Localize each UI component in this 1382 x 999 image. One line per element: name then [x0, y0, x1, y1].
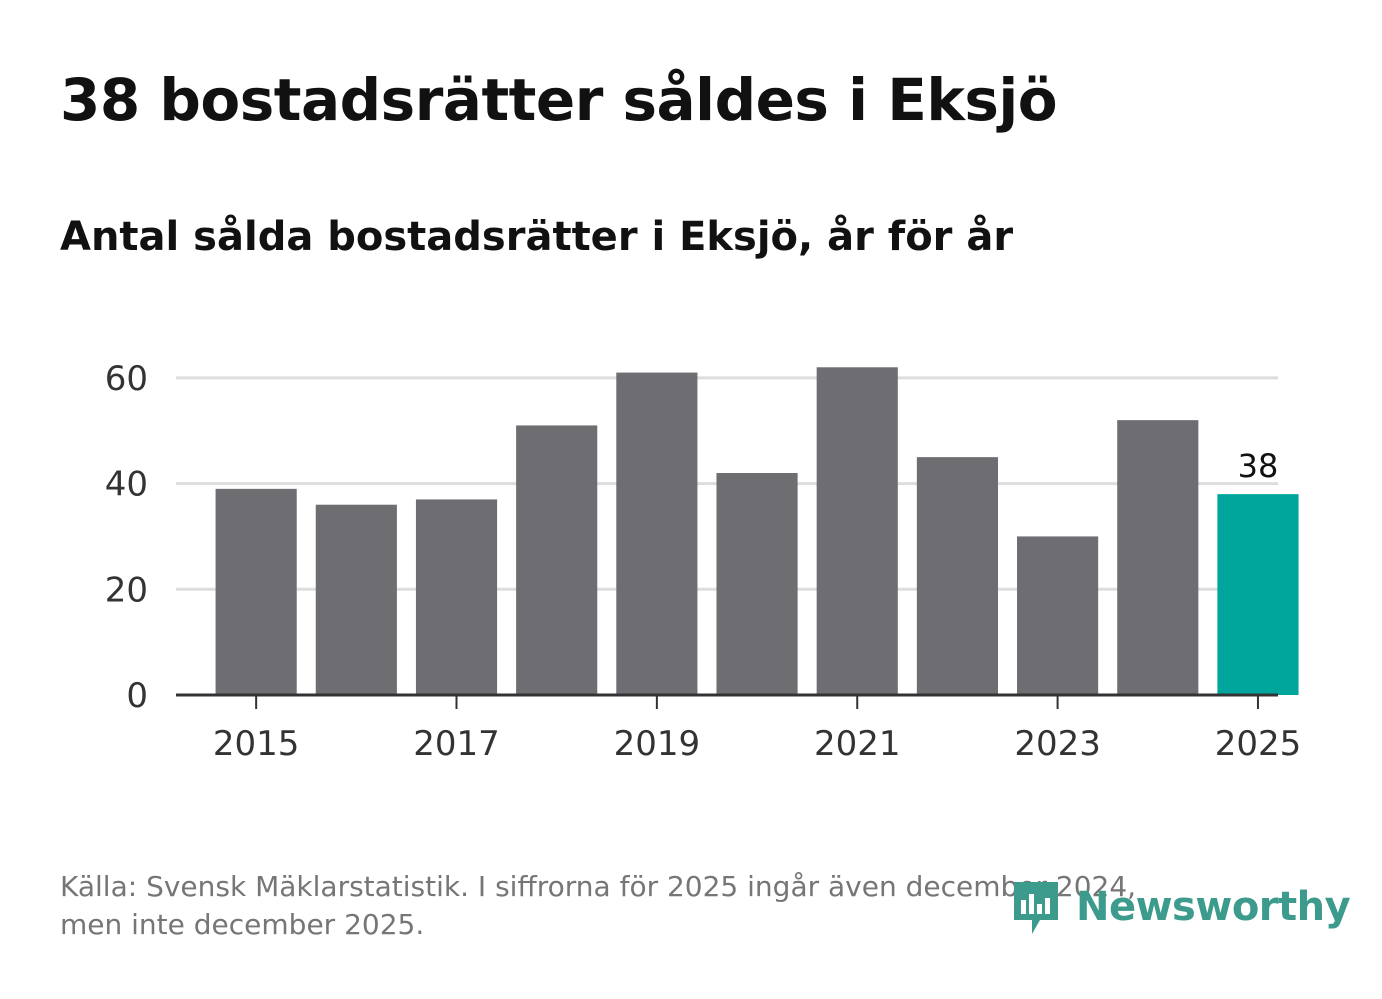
bar-2020 — [716, 473, 798, 695]
x-tick-label-2021: 2021 — [814, 724, 901, 764]
bar-2016 — [315, 504, 397, 695]
bar-2019 — [616, 372, 698, 695]
y-tick-label-20: 20 — [105, 570, 148, 610]
logo-text: Newsworthy — [1076, 884, 1351, 930]
bar-2017 — [415, 499, 498, 695]
footnote-line-1: Källa: Svensk Mäklarstatistik. I siffror… — [60, 870, 1137, 903]
x-tick-label-2019: 2019 — [614, 724, 701, 764]
y-tick-label-40: 40 — [105, 465, 148, 505]
chart-subtitle: Antal sålda bostadsrätter i Eksjö, år fö… — [60, 214, 1014, 260]
data-label-2025: 38 — [1238, 447, 1279, 485]
bar-2021 — [816, 367, 898, 695]
newsworthy-logo: Newsworthy — [1010, 876, 1351, 938]
bar-2022 — [916, 457, 998, 695]
newsworthy-logo-icon — [1014, 882, 1058, 934]
source-footnote: Källa: Svensk Mäklarstatistik. I siffror… — [60, 868, 1260, 944]
y-tick-label-60: 60 — [105, 359, 148, 399]
bar-2025 — [1217, 494, 1299, 695]
x-tick-label-2015: 2015 — [213, 724, 300, 764]
bar-2018 — [516, 425, 598, 695]
chart-title: 38 bostadsrätter såldes i Eksjö — [60, 66, 1058, 134]
bar-chart: 0 20 40 60 38 2015 2017 2019 2021 2023 2025 — [105, 359, 1302, 764]
y-tick-label-0: 0 — [126, 676, 148, 716]
x-tick-label-2017: 2017 — [413, 724, 500, 764]
bar-2015 — [215, 488, 297, 695]
footnote-line-2: men inte december 2025. — [60, 908, 425, 941]
bar-2024 — [1117, 420, 1199, 695]
x-tick-label-2023: 2023 — [1014, 724, 1101, 764]
x-tick-label-2025: 2025 — [1215, 724, 1302, 764]
bar-2023 — [1017, 536, 1099, 695]
